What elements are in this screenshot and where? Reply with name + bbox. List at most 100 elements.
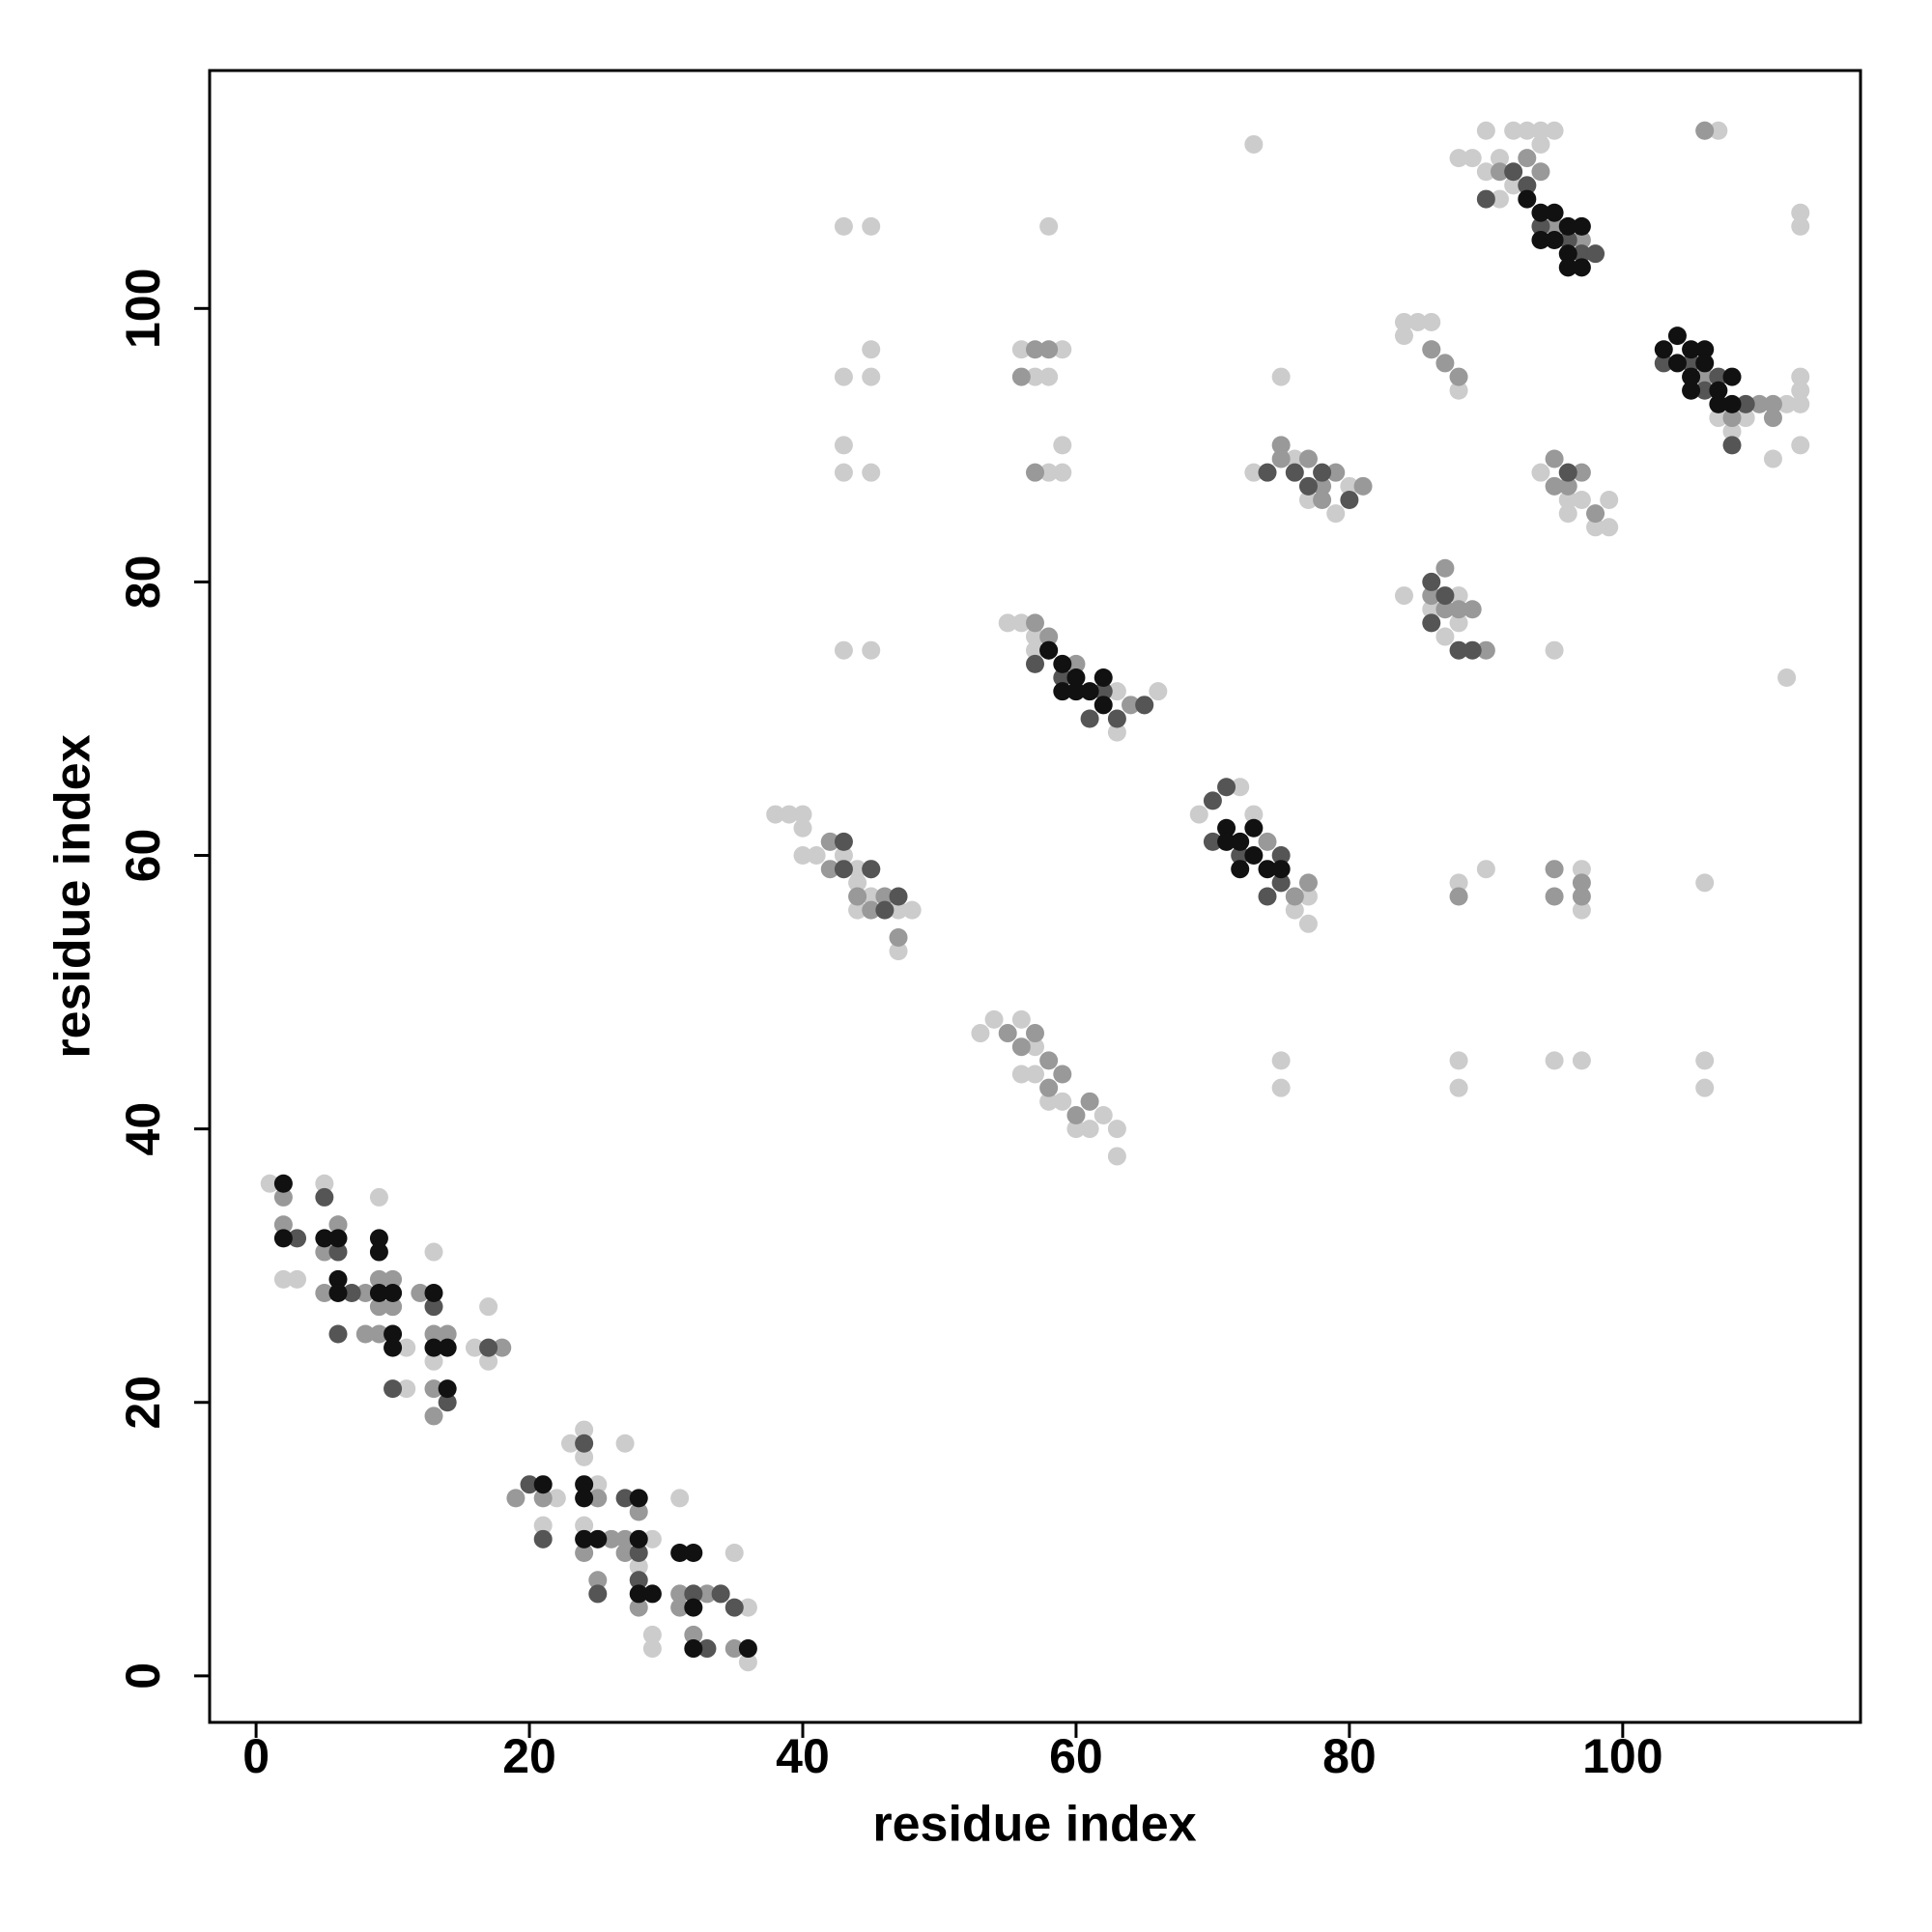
point bbox=[1313, 463, 1332, 482]
point bbox=[1763, 449, 1782, 469]
point bbox=[834, 846, 853, 866]
point bbox=[1231, 860, 1250, 879]
point bbox=[1518, 149, 1537, 168]
point bbox=[862, 887, 881, 906]
point bbox=[315, 1174, 334, 1193]
point bbox=[1449, 600, 1468, 619]
point bbox=[1545, 121, 1564, 140]
point bbox=[1695, 1051, 1715, 1070]
point bbox=[724, 1639, 744, 1659]
point bbox=[1053, 1092, 1072, 1111]
point bbox=[1326, 463, 1346, 482]
point bbox=[1285, 887, 1304, 906]
point bbox=[1572, 860, 1591, 879]
point bbox=[1709, 381, 1728, 400]
point bbox=[1080, 1092, 1099, 1111]
point bbox=[629, 1571, 648, 1590]
point bbox=[260, 1174, 279, 1193]
y-tick-label: 0 bbox=[116, 1662, 170, 1690]
point bbox=[479, 1297, 498, 1317]
point bbox=[684, 1639, 703, 1659]
point bbox=[1572, 231, 1591, 250]
point bbox=[1053, 1065, 1072, 1084]
point bbox=[1572, 873, 1591, 893]
point bbox=[629, 1598, 648, 1617]
point bbox=[1298, 449, 1318, 469]
point bbox=[1518, 121, 1537, 140]
point bbox=[479, 1351, 498, 1371]
point bbox=[384, 1269, 403, 1289]
point bbox=[793, 818, 812, 838]
point bbox=[875, 900, 895, 920]
point bbox=[1094, 668, 1113, 688]
point bbox=[1039, 1078, 1059, 1097]
point bbox=[273, 1269, 293, 1289]
point bbox=[629, 1529, 648, 1548]
point bbox=[834, 436, 853, 455]
point bbox=[998, 1024, 1017, 1043]
point bbox=[820, 860, 839, 879]
point bbox=[1545, 203, 1564, 222]
point bbox=[273, 1215, 293, 1235]
point bbox=[1271, 860, 1291, 879]
point bbox=[575, 1516, 594, 1535]
point bbox=[1572, 463, 1591, 482]
point bbox=[1011, 1009, 1031, 1029]
point bbox=[1394, 327, 1413, 346]
point bbox=[1285, 449, 1304, 469]
point bbox=[1449, 367, 1468, 386]
point bbox=[1682, 340, 1701, 359]
point bbox=[328, 1215, 348, 1235]
point bbox=[397, 1338, 416, 1357]
point bbox=[1422, 600, 1441, 619]
point bbox=[848, 900, 867, 920]
point bbox=[1271, 1078, 1291, 1097]
point bbox=[615, 1529, 635, 1548]
point bbox=[1203, 791, 1222, 810]
point bbox=[1558, 258, 1577, 277]
point bbox=[670, 1543, 690, 1562]
point bbox=[1572, 258, 1591, 277]
point bbox=[615, 1489, 635, 1508]
point bbox=[1217, 778, 1236, 797]
point bbox=[1094, 1105, 1113, 1124]
point bbox=[1749, 394, 1769, 413]
point bbox=[273, 1174, 293, 1193]
point bbox=[1586, 518, 1605, 537]
point bbox=[547, 1489, 566, 1508]
point bbox=[1791, 436, 1810, 455]
point bbox=[684, 1543, 703, 1562]
point bbox=[1545, 860, 1564, 879]
point bbox=[1572, 490, 1591, 509]
point bbox=[724, 1543, 744, 1562]
point bbox=[1313, 476, 1332, 496]
point bbox=[1039, 627, 1059, 646]
point bbox=[862, 340, 881, 359]
point bbox=[1353, 476, 1373, 496]
y-tick-label: 40 bbox=[116, 1102, 170, 1156]
y-tick-label: 80 bbox=[116, 555, 170, 610]
plot-area bbox=[260, 121, 1810, 1672]
point bbox=[1531, 463, 1550, 482]
point bbox=[397, 1379, 416, 1399]
point bbox=[1449, 873, 1468, 893]
point bbox=[807, 846, 826, 866]
y-tick-label: 100 bbox=[116, 269, 170, 349]
point bbox=[738, 1653, 757, 1672]
point bbox=[1039, 640, 1059, 660]
point bbox=[1298, 887, 1318, 906]
point bbox=[1504, 121, 1523, 140]
point bbox=[1053, 668, 1072, 688]
point bbox=[902, 900, 922, 920]
point bbox=[1572, 900, 1591, 920]
point bbox=[1435, 627, 1455, 646]
point bbox=[1244, 846, 1264, 866]
point bbox=[1026, 627, 1044, 646]
point bbox=[1422, 572, 1441, 591]
point bbox=[1463, 149, 1482, 168]
point bbox=[1476, 121, 1495, 140]
point bbox=[1449, 613, 1468, 633]
point bbox=[369, 1242, 388, 1262]
point bbox=[575, 1447, 594, 1466]
point bbox=[438, 1338, 457, 1357]
